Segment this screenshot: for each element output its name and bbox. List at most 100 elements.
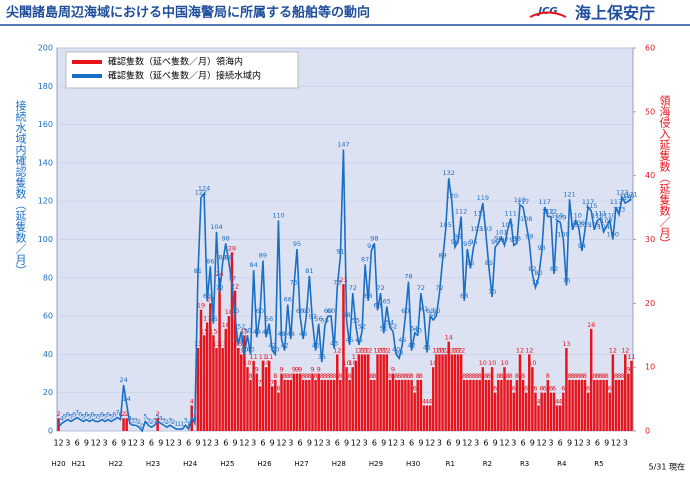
- bar-value-label: 12: [361, 346, 369, 354]
- bar-value-label: 8: [286, 372, 290, 380]
- line-value-label: 120: [622, 192, 634, 200]
- bar-value-label: 14: [445, 334, 453, 342]
- x-tick-label: 9: [270, 439, 275, 448]
- bar-value-label: 10: [488, 359, 496, 367]
- bar: [326, 379, 330, 431]
- bar: [295, 373, 299, 431]
- line-value-label: 115: [585, 202, 597, 210]
- bar-value-label: 8: [329, 372, 333, 380]
- line-value-label: 3: [134, 416, 138, 424]
- y2-tick-label: 20: [645, 299, 655, 308]
- bar-value-label: 8: [248, 372, 252, 380]
- bar-value-label: 8: [614, 372, 618, 380]
- bar: [413, 392, 416, 431]
- y-tick-label: 20: [43, 388, 53, 397]
- line-value-label: 103: [480, 225, 492, 233]
- year-label: R3: [520, 460, 529, 468]
- bar-value-label: 8: [397, 372, 401, 380]
- bar-value-label: 11: [627, 353, 635, 361]
- bar: [546, 379, 550, 431]
- line-value-label: 80: [534, 269, 542, 277]
- bar-value-label: 8: [289, 372, 293, 380]
- x-tick-label: 3: [511, 439, 516, 448]
- line-value-label: 109: [554, 213, 566, 221]
- bar-value-label: 4: [555, 397, 559, 405]
- line-value-label: 72: [349, 284, 357, 292]
- bar-value-label: 8: [465, 372, 469, 380]
- bar-value-label: 8: [332, 372, 336, 380]
- line-value-label: 6: [112, 411, 116, 419]
- line-value-label: 6: [100, 411, 104, 419]
- bar-value-label: 13: [562, 340, 570, 348]
- line-value-label: 98: [494, 234, 502, 242]
- x-tick-label: 6: [558, 439, 563, 448]
- x-tick-label: 9: [84, 439, 89, 448]
- bar: [500, 379, 503, 431]
- x-tick-label: 9: [233, 439, 238, 448]
- line-value-label: 6: [84, 411, 88, 419]
- bar-value-label: 12: [364, 346, 372, 354]
- line-value-label: 70: [488, 288, 496, 296]
- bar: [360, 354, 364, 431]
- line-value-label: 96: [469, 238, 477, 246]
- line-value-label: 45: [234, 336, 242, 344]
- bar: [391, 373, 395, 431]
- bar: [419, 379, 423, 431]
- bar-value-label: 4: [422, 397, 426, 405]
- line-value-label: 41: [423, 343, 431, 351]
- bar-value-label: 9: [292, 366, 296, 374]
- line-value-label: 97: [500, 236, 508, 244]
- line-value-label: 72: [376, 284, 384, 292]
- bar: [518, 354, 522, 431]
- bar-value-label: 12: [525, 346, 533, 354]
- line-value-label: 94: [578, 242, 586, 250]
- bar-value-label: 8: [595, 372, 599, 380]
- line-value-label: 55: [321, 317, 329, 325]
- line-value-label: 108: [520, 215, 532, 223]
- bar-value-label: 8: [419, 372, 423, 380]
- x-tick-label: 3: [65, 439, 70, 448]
- line-value-label: 118: [514, 196, 526, 204]
- bar-value-label: 6: [276, 385, 280, 393]
- bar-value-label: 23: [339, 276, 347, 284]
- line-value-label: 68: [364, 292, 372, 300]
- line-value-label: 45: [355, 336, 363, 344]
- line-value-label: 45: [398, 336, 406, 344]
- bar: [444, 354, 447, 431]
- x-tick-label: 3: [251, 439, 256, 448]
- line-value-label: 110: [591, 211, 603, 219]
- year-label: R1: [446, 460, 455, 468]
- bar: [345, 367, 348, 431]
- line-value-label: 105: [439, 221, 451, 229]
- x-tick-label: 9: [493, 439, 498, 448]
- bar-value-label: 4: [536, 397, 540, 405]
- bar-value-label: 8: [400, 372, 404, 380]
- line-value-label: 1: [177, 420, 181, 428]
- bar: [230, 252, 234, 431]
- bar: [388, 379, 392, 431]
- bar-value-label: 17: [203, 314, 211, 322]
- legend-label: 確認隻数（延べ隻数／月）領海内: [108, 56, 243, 68]
- bar-value-label: 11: [250, 353, 258, 361]
- bar-value-label: 20: [206, 295, 214, 303]
- y-axis-label: 接続水域内確認隻数（延隻数／月）: [14, 100, 27, 276]
- x-tick-label: 12: [388, 439, 398, 448]
- line-value-label: 112: [542, 208, 554, 216]
- x-tick-label: 12: [239, 439, 249, 448]
- line-value-label: 3: [162, 416, 166, 424]
- line-value-label: 58: [429, 311, 437, 319]
- bar: [568, 379, 571, 431]
- bar: [292, 373, 296, 431]
- line-value-label: 99: [525, 232, 533, 240]
- bar-value-label: 12: [438, 346, 446, 354]
- line-value-label: 4: [193, 414, 197, 422]
- line-value-label: 5: [87, 412, 91, 420]
- line-value-label: 42: [407, 342, 415, 350]
- year-label: H20: [51, 460, 65, 468]
- x-tick-label: 12: [462, 439, 472, 448]
- bar: [283, 379, 286, 431]
- line-value-label: 97: [510, 236, 518, 244]
- bar: [215, 348, 218, 431]
- line-value-label: 6: [106, 411, 110, 419]
- bar-value-label: 8: [515, 372, 519, 380]
